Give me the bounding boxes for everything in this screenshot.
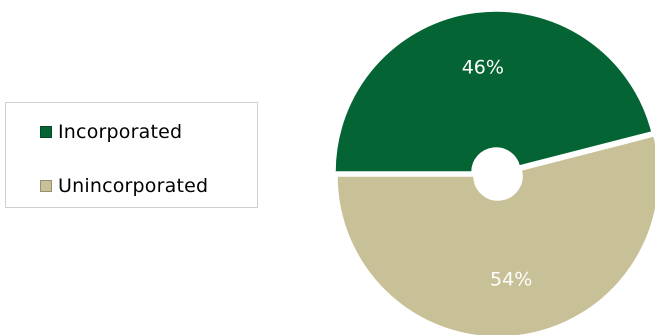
pie-slice-incorporated [334,10,653,173]
legend-item-unincorporated: Unincorporated [40,174,208,198]
legend-swatch-unincorporated [40,180,52,192]
legend-swatch-incorporated [40,126,52,138]
pie-slice-unincorporated [336,135,655,335]
data-label-unincorporated: 54% [490,269,532,291]
chart-legend: Incorporated Unincorporated [5,102,258,208]
legend-label-unincorporated: Unincorporated [58,175,209,197]
data-label-incorporated: 46% [462,56,504,78]
legend-label-incorporated: Incorporated [58,121,183,143]
legend-item-incorporated: Incorporated [40,120,182,144]
